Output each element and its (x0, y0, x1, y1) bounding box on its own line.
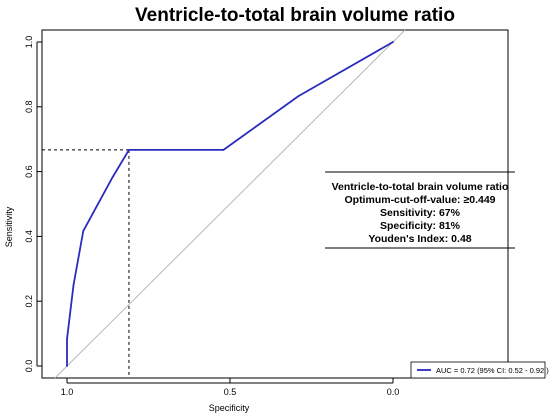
x-tick-label: 1.0 (61, 387, 74, 397)
annotation-line-2: Optimum-cut-off-value: ≥0.449 (344, 194, 495, 206)
roc-point (66, 365, 68, 367)
y-tick-label: 0.6 (24, 165, 34, 178)
legend-box (410, 361, 546, 379)
annotation-line-3: Sensitivity: 67% (380, 207, 461, 219)
roc-point (128, 148, 130, 151)
roc-point (392, 41, 394, 43)
roc-point (72, 284, 75, 286)
roc-point (111, 176, 114, 179)
x-axis-label: Specificity (209, 403, 250, 413)
x-tick-label: 0.0 (387, 387, 400, 397)
plot-frame (41, 29, 509, 379)
chart-title: Ventricle-to-total brain volume ratio (135, 5, 455, 26)
reference-diagonal (54, 29, 406, 379)
y-tick-label: 0.4 (24, 230, 34, 243)
y-tick-label: 0.2 (24, 295, 34, 308)
roc-point (82, 229, 85, 232)
legend: AUC = 0.72 (95% CI: 0.52 - 0.92 ) (410, 361, 549, 379)
annotation-line-4: Specificity: 81% (380, 220, 461, 232)
annotation-line-5: Youden's Index: 0.48 (368, 233, 471, 245)
y-tick-label: 0.0 (24, 360, 34, 373)
y-axis-label: Sensitivity (4, 206, 14, 247)
y-tick-label: 1.0 (24, 36, 34, 49)
y-tick-label: 0.8 (24, 101, 34, 114)
x-axis: 1.0 0.5 0.0 (61, 378, 400, 397)
x-tick-label: 0.5 (224, 387, 237, 397)
annotation-line-1: Ventricle-to-total brain volume ratio (332, 181, 509, 193)
roc-point (66, 338, 68, 341)
roc-point (297, 95, 300, 98)
legend-entry-label: AUC = 0.72 (95% CI: 0.52 - 0.92 ) (436, 366, 549, 375)
annotation-box: Ventricle-to-total brain volume ratio Op… (325, 171, 515, 249)
roc-points (66, 41, 394, 367)
y-axis: 0.0 0.2 0.4 0.6 0.8 1.0 (24, 36, 42, 373)
roc-point (222, 148, 225, 151)
